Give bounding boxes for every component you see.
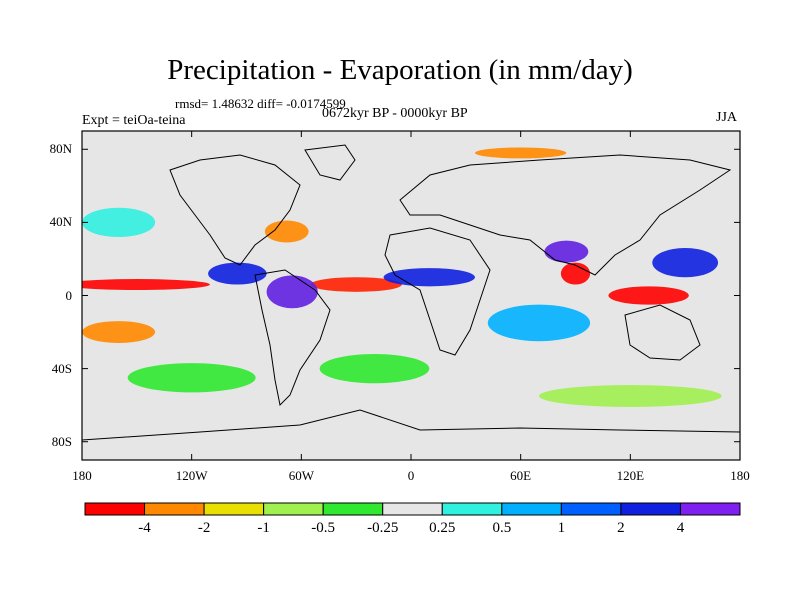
lat-label: 0 bbox=[65, 287, 73, 303]
coastline-north-america bbox=[169, 154, 301, 266]
lat-label: 80N bbox=[49, 141, 72, 157]
colorbar-swatch bbox=[620, 502, 681, 516]
colorbar-label: 2 bbox=[617, 520, 625, 536]
lon-label: 60E bbox=[510, 468, 532, 483]
colorbar bbox=[84, 502, 741, 516]
field-north-atlantic-dry bbox=[264, 220, 309, 243]
field-central-america-wet bbox=[208, 262, 267, 285]
field-south-pacific-dry bbox=[82, 321, 156, 344]
colorbar-label: 1 bbox=[557, 520, 566, 536]
colorbar-swatch bbox=[144, 502, 205, 516]
colorbar-swatch bbox=[560, 502, 622, 516]
field-west-pacific-wet bbox=[652, 247, 719, 278]
field-maritime-continent-dry bbox=[608, 286, 689, 305]
coastline-antarctica bbox=[82, 409, 740, 441]
lat-label: 40N bbox=[49, 214, 72, 230]
lon-label: 180 bbox=[730, 468, 750, 483]
coastline-south-america bbox=[254, 269, 331, 407]
plot-title: Precipitation - Evaporation (in mm/day) bbox=[167, 54, 633, 86]
field-southern-ocean-green bbox=[538, 385, 722, 407]
colorbar-swatch bbox=[679, 502, 741, 516]
colorbar-swatch bbox=[263, 502, 324, 516]
field-pacific-itcz-dry-band bbox=[82, 279, 210, 291]
field-indian-monsoon-wet bbox=[544, 240, 589, 263]
field-arctic-orange bbox=[474, 147, 567, 159]
field-bay-of-bengal-dry bbox=[560, 262, 591, 285]
lat-label: 40S bbox=[51, 360, 72, 376]
coastline-greenland bbox=[304, 144, 356, 181]
field-south-pacific-green bbox=[127, 363, 256, 393]
colorbar-label: 0.5 bbox=[492, 520, 512, 536]
coastline-australia bbox=[624, 304, 701, 361]
colorbar-label: -2 bbox=[197, 520, 211, 536]
colorbar-swatch bbox=[441, 502, 503, 516]
lat-label: 80S bbox=[51, 433, 72, 449]
map-background bbox=[82, 131, 740, 460]
colorbar-swatch bbox=[203, 502, 265, 516]
period-label: 0672kyr BP - 0000kyr BP bbox=[322, 106, 468, 121]
field-south-america-wet bbox=[266, 275, 318, 309]
colorbar-label: -0.5 bbox=[311, 520, 336, 536]
colorbar-label: -1 bbox=[257, 520, 270, 536]
colorbar-label: 4 bbox=[676, 520, 685, 536]
field-north-pacific-wet bbox=[82, 207, 156, 238]
lon-label: 180 bbox=[72, 468, 92, 483]
coastline-africa bbox=[384, 227, 491, 356]
field-atlantic-itcz-dry-band bbox=[310, 277, 402, 292]
colorbar-swatch bbox=[322, 502, 384, 516]
colorbar-label: -4 bbox=[138, 520, 151, 536]
colorbar-swatch bbox=[501, 502, 562, 516]
colorbar-label: -0.25 bbox=[367, 520, 399, 536]
stats-label: rmsd= 1.48632 diff= -0.0174599 bbox=[175, 96, 346, 111]
field-southern-indian-wet bbox=[487, 304, 591, 342]
colorbar-swatch bbox=[84, 502, 146, 516]
field-africa-monsoon-wet bbox=[383, 268, 475, 287]
lon-label: 120W bbox=[175, 468, 208, 483]
colorbar-label: 0.25 bbox=[429, 520, 456, 536]
map-frame bbox=[81, 130, 741, 461]
field-south-atlantic-green bbox=[319, 353, 430, 384]
colorbar-swatch bbox=[382, 502, 443, 516]
lon-label: 0 bbox=[407, 468, 415, 483]
season-label: JJA bbox=[716, 110, 738, 125]
experiment-label: Expt = teiOa-teina bbox=[82, 113, 186, 128]
lon-label: 60W bbox=[288, 468, 314, 483]
lon-label: 120E bbox=[616, 468, 645, 483]
coastline-eurasia bbox=[399, 154, 732, 276]
